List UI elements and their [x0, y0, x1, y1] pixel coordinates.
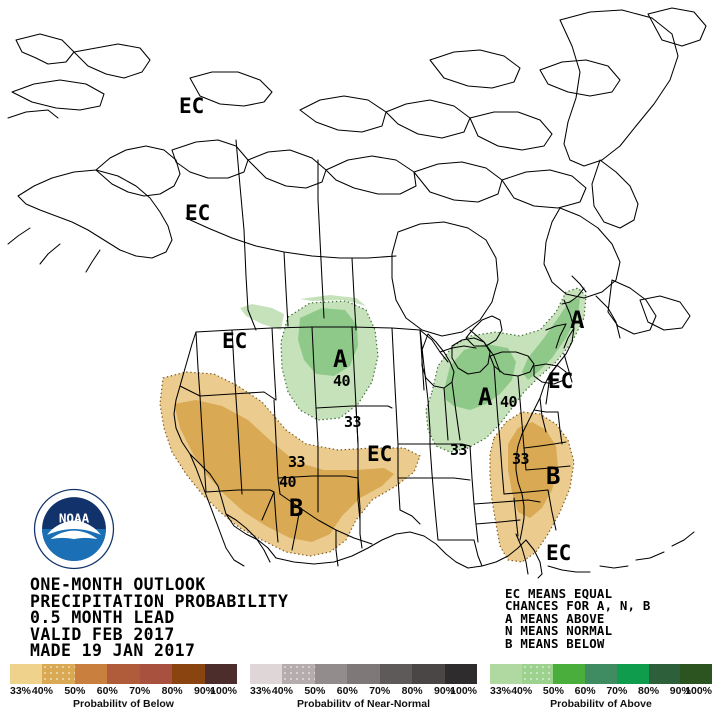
map-linework: [7, 7, 707, 579]
colorbar-above-tick-90%: 90%: [669, 685, 691, 697]
colorbar-above-tick-100%: 100%: [685, 685, 712, 697]
colorbar-near-swatch-70%: [379, 664, 413, 684]
colorbar-near-normal-ticks: 33% 40% 50% 60% 70% 80% 90% 100%: [250, 684, 477, 697]
colorbar-near-swatch-33%: [250, 664, 283, 684]
colorbar-above-swatch-60%: [585, 664, 617, 684]
colorbar-near-tick-40%: 40%: [271, 685, 293, 697]
map-label-a-new-england: A: [570, 306, 584, 334]
title-line-2: PRECIPITATION PROBABILITY: [30, 591, 289, 611]
colorbar-below-tick-50%: 50%: [64, 685, 86, 697]
map-label-ec-south-florida: EC: [546, 541, 572, 565]
ec-key-block: EC MEANS EQUAL CHANCES FOR A, N, B A MEA…: [505, 586, 651, 651]
colorbar-near-tick-50%: 50%: [304, 685, 326, 697]
colorbar-below-tick-100%: 100%: [210, 685, 237, 697]
ec-key-line-3: A MEANS ABOVE: [505, 610, 605, 626]
colorbar-above-tick-80%: 80%: [638, 685, 660, 697]
map-label-ec-central-plains: EC: [367, 442, 393, 466]
map-label-b-southeast: B: [546, 462, 560, 490]
contour-label-33-northern-plains: 33: [344, 413, 362, 431]
colorbar-above-tick-60%: 60%: [574, 685, 596, 697]
colorbar-above: 33% 40% 50% 60% 70% 80% 90% 100% Probability of…: [490, 664, 713, 707]
colorbar-above-swatches: [490, 664, 713, 684]
map-label-ec-alaska-panhandle: EC: [185, 201, 211, 225]
contour-label-33-southeast: 33: [512, 450, 530, 468]
map-label-ec-pacific-northwest: EC: [222, 329, 248, 353]
contour-label-40-southwest: 40: [279, 473, 297, 491]
map-label-ec-mid-atlantic: EC: [548, 369, 574, 393]
colorbar-near-tick-70%: 70%: [369, 685, 391, 697]
map-label-ec-northwest-territories: EC: [179, 94, 205, 118]
colorbar-near-normal-swatches: [250, 664, 477, 684]
colorbar-near-swatch-40%: [282, 664, 316, 684]
colorbar-below-tick-33%: 33%: [10, 685, 32, 697]
colorbar-near-tick-90%: 90%: [434, 685, 456, 697]
map-label-a-northern-plains: A: [333, 345, 347, 373]
colorbar-near-tick-33%: 33%: [250, 685, 272, 697]
shading-above-ohio-valley: [425, 287, 587, 453]
contour-label-33-southwest: 33: [288, 453, 306, 471]
noaa-logo-text: NOAA: [59, 510, 90, 525]
colorbar-below: 33% 40% 50% 60% 70% 80% 90% 100% Probability of…: [10, 664, 237, 707]
title-line-1: ONE-MONTH OUTLOOK: [30, 575, 206, 594]
map-canvas[interactable]: EC EC EC EC EC EC A A A B B 40 33 40 33 …: [0, 0, 719, 580]
title-block: ONE-MONTH OUTLOOK PRECIPITATION PROBABIL…: [30, 575, 289, 660]
colorbar-near-swatch-60%: [347, 664, 380, 684]
colorbar-above-swatch-50%: [553, 664, 586, 684]
colorbar-near-tick-100%: 100%: [450, 685, 477, 697]
colorbar-below-swatch-80%: [172, 664, 205, 684]
colorbar-below-swatch-60%: [107, 664, 140, 684]
colorbar-above-tick-50%: 50%: [542, 685, 564, 697]
colorbar-below-tick-80%: 80%: [161, 685, 183, 697]
shading-above-northern-plains: [240, 295, 379, 421]
colorbar-near-tick-60%: 60%: [336, 685, 358, 697]
contour-label-40-ohio-valley: 40: [500, 393, 518, 411]
ec-key-line-5: B MEANS BELOW: [505, 635, 605, 651]
title-line-3: 0.5 MONTH LEAD: [30, 608, 175, 627]
colorbar-above-tick-70%: 70%: [606, 685, 628, 697]
colorbar-below-tick-90%: 90%: [194, 685, 216, 697]
colorbar-above-tick-40%: 40%: [511, 685, 533, 697]
colorbar-near-swatch-80%: [412, 664, 445, 684]
colorbar-above-swatch-90%: [680, 664, 713, 684]
colorbar-near-tick-80%: 80%: [401, 685, 423, 697]
colorbar-above-swatch-80%: [648, 664, 681, 684]
colorbar-near-normal: 33% 40% 50% 60% 70% 80% 90% 100% Probability of…: [250, 664, 477, 707]
colorbar-near-swatch-50%: [314, 664, 348, 684]
north-america-map[interactable]: [0, 0, 719, 580]
colorbar-below-tick-40%: 40%: [31, 685, 53, 697]
colorbar-below-caption: Probability of Below: [73, 698, 174, 707]
contour-label-33-ohio-valley: 33: [450, 441, 468, 459]
colorbar-below-swatch-70%: [139, 664, 173, 684]
colorbar-above-swatch-40%: [521, 664, 554, 684]
colorbar-near-swatch-90%: [444, 664, 477, 684]
shading-below-southeast: [489, 411, 575, 563]
colorbar-below-tick-70%: 70%: [129, 685, 151, 697]
ec-key-line-1: EC MEANS EQUAL: [505, 586, 613, 601]
title-line-4: VALID FEB 2017: [30, 624, 175, 644]
ec-key-line-2: CHANCES FOR A, N, B: [505, 598, 651, 614]
colorbar-above-tick-33%: 33%: [490, 685, 512, 697]
ec-key-line-4: N MEANS NORMAL: [505, 623, 613, 639]
colorbar-below-swatch-90%: [204, 664, 237, 684]
map-label-a-ohio-valley: A: [478, 383, 492, 411]
colorbar-below-swatch-33%: [10, 664, 43, 684]
colorbar-below-tick-60%: 60%: [96, 685, 118, 697]
colorbar-below-ticks: 33% 40% 50% 60% 70% 80% 90% 100%: [10, 684, 237, 697]
contour-label-40-northern-plains: 40: [333, 372, 351, 390]
map-label-b-southwest: B: [289, 494, 303, 522]
colorbar-above-swatch-33%: [490, 664, 522, 684]
colorbar-above-swatch-70%: [616, 664, 649, 684]
colorbar-below-swatches: [10, 664, 237, 684]
colorbar-below-swatch-50%: [74, 664, 108, 684]
colorbar-above-ticks: 33% 40% 50% 60% 70% 80% 90% 100%: [490, 684, 712, 697]
colorbar-below-swatch-40%: [42, 664, 76, 684]
colorbar-near-normal-caption: Probability of Near-Normal: [296, 698, 431, 707]
colorbar-above-caption: Probability of Above: [550, 698, 652, 707]
noaa-logo: NOAA: [33, 488, 115, 570]
title-line-5: MADE 19 JAN 2017: [30, 641, 196, 660]
